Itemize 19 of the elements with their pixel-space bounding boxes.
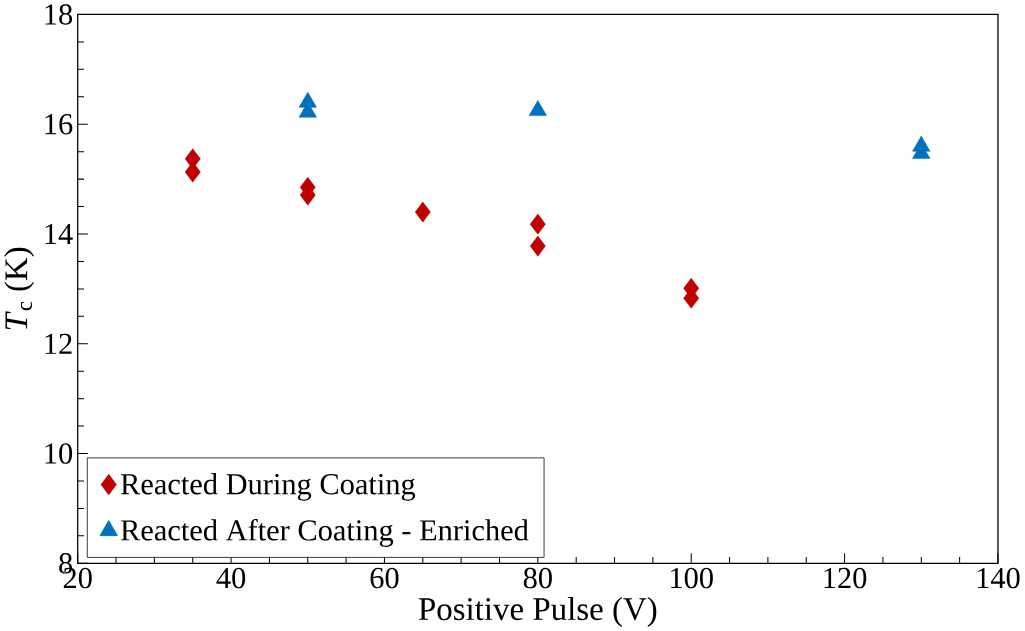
x-tick-label: 60 (370, 567, 399, 589)
legend-label: Reacted During Coating (120, 473, 416, 501)
y-tick-label: 14 (45, 223, 73, 244)
x-tick-label: 100 (671, 567, 713, 589)
y-tick-label: 10 (45, 443, 73, 464)
x-tick-label: 40 (216, 567, 246, 589)
y-tick-label: 18 (45, 4, 73, 25)
point (529, 235, 546, 257)
y-tick-label: 12 (45, 333, 72, 354)
x-tick-label: 80 (523, 567, 552, 589)
point (414, 201, 431, 223)
x-axis-title: Positive Pulse (V) (418, 596, 657, 627)
y-axis-title: T$_{c}$ (K) (4, 247, 35, 330)
y-tick-label: 16 (45, 113, 73, 135)
point (529, 213, 546, 235)
point (528, 100, 547, 116)
x-tick-label: 140 (977, 567, 1020, 589)
legend-label: Reacted After Coating - Enriched (120, 518, 529, 547)
x-tick-label: 120 (824, 567, 867, 589)
